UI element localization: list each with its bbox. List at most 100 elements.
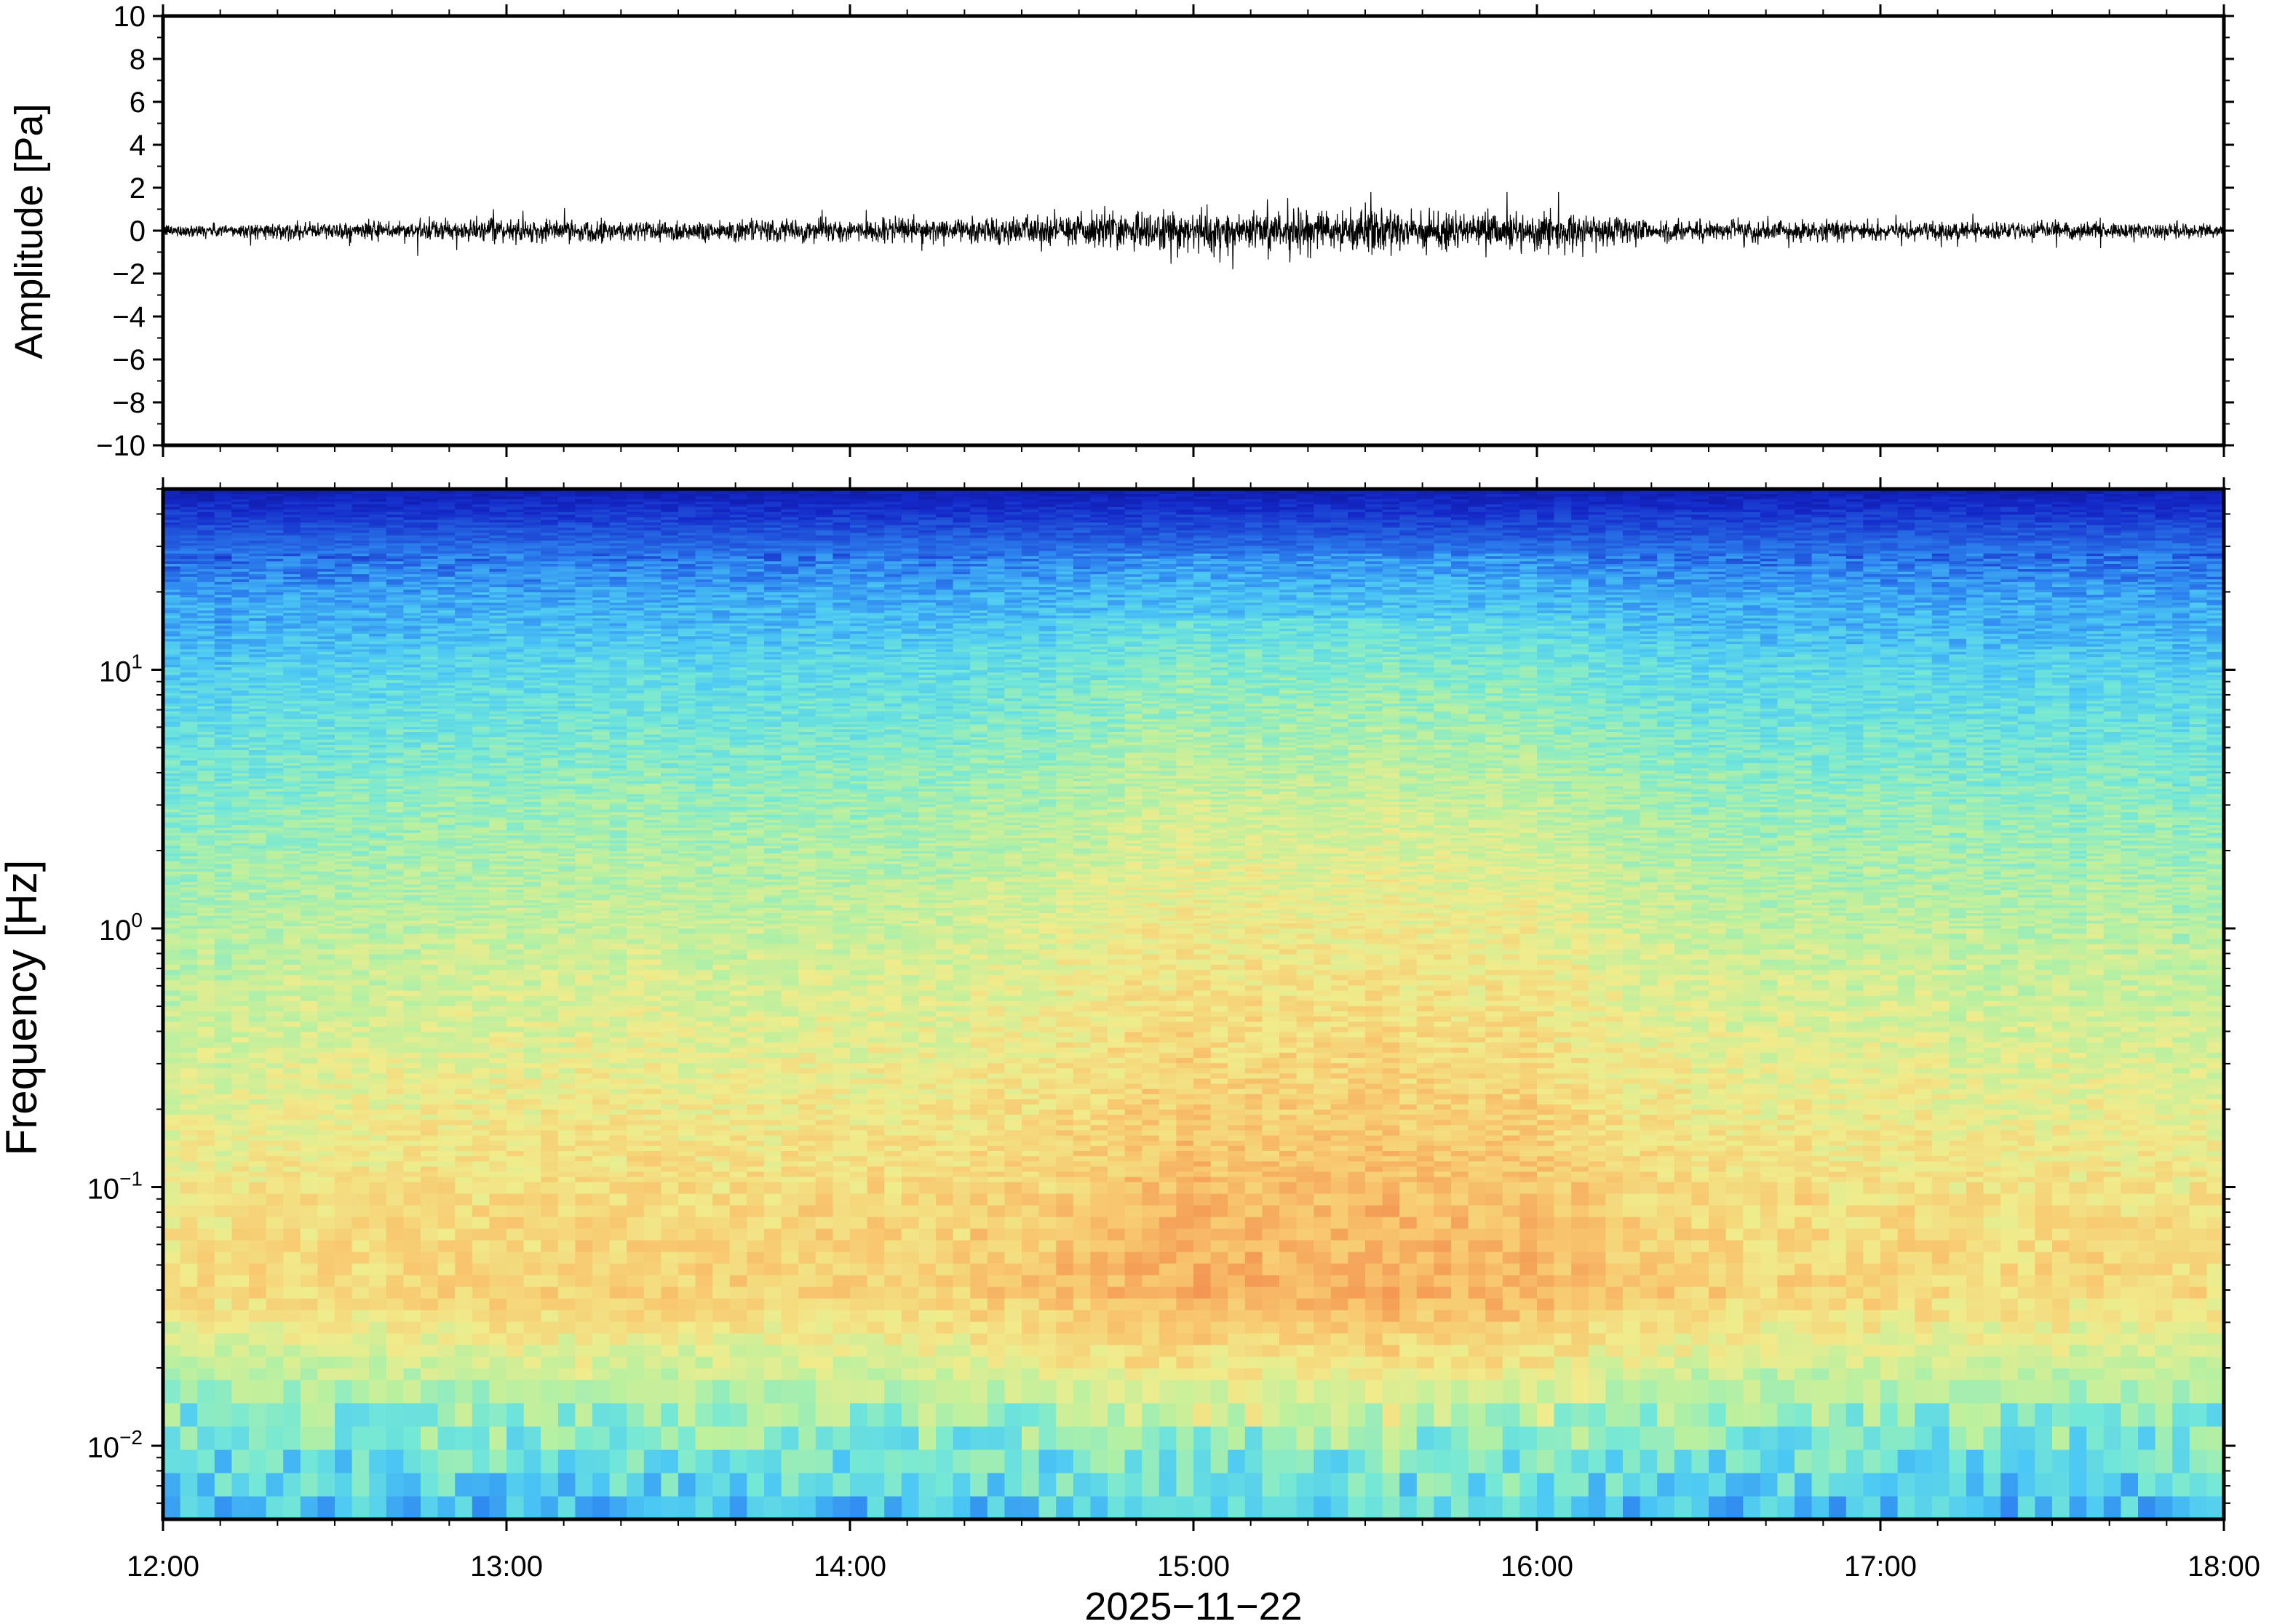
- spectrogram-cell: [214, 1119, 232, 1126]
- spectrogram-cell: [489, 1145, 507, 1151]
- spectrogram-cell: [317, 618, 335, 621]
- spectrogram-cell: [437, 959, 456, 966]
- spectrogram-cell: [472, 933, 490, 939]
- spectrogram-cell: [231, 1119, 250, 1126]
- spectrogram-cell: [249, 490, 267, 494]
- spectrogram-cell: [317, 1310, 335, 1322]
- spectrogram-cell: [317, 1052, 335, 1059]
- spectrogram-cell: [369, 1155, 387, 1162]
- spectrogram-cell: [421, 530, 439, 533]
- spectrogram-cell: [421, 757, 439, 761]
- spectrogram-cell: [472, 648, 490, 652]
- spectrogram-cell: [335, 1145, 353, 1151]
- spectrogram-cell: [214, 1104, 232, 1110]
- spectrogram-cell: [403, 741, 421, 745]
- spectrogram-cell: [369, 837, 387, 841]
- spectrogram-cell: [283, 1182, 301, 1194]
- spectrogram-cell: [214, 1240, 232, 1252]
- spectrogram-cell: [300, 514, 318, 517]
- spectrogram-cell: [197, 1161, 215, 1167]
- spectrogram-cell: [489, 680, 507, 683]
- spectrogram-cell: [214, 1036, 232, 1043]
- spectrogram-cell: [163, 827, 181, 831]
- spectrogram-cell: [489, 493, 507, 497]
- spectrogram-cell: [386, 612, 404, 616]
- spectrogram-cell: [369, 840, 387, 843]
- spectrogram-cell: [197, 1155, 215, 1162]
- spectrogram-cell: [437, 672, 456, 675]
- spectrogram-cell: [489, 495, 507, 500]
- spectrogram-cell: [351, 568, 370, 572]
- spectrogram-cell: [351, 964, 370, 971]
- spectrogram-cell: [489, 542, 507, 546]
- spectrogram-cell: [369, 558, 387, 562]
- spectrogram-cell: [335, 586, 353, 590]
- spectrogram-cell: [231, 698, 250, 701]
- spectrogram-cell: [266, 923, 284, 926]
- spectrogram-cell: [231, 775, 250, 779]
- spectrogram-cell: [317, 969, 335, 976]
- spectrogram-cell: [489, 788, 507, 792]
- spectrogram-cell: [163, 633, 181, 637]
- spectrogram-cell: [403, 969, 421, 976]
- spectrogram-cell: [472, 879, 490, 883]
- spectrogram-cell: [197, 1310, 215, 1322]
- spectrogram-cell: [214, 907, 232, 911]
- spectrogram-cell: [249, 674, 267, 678]
- spectrogram-cell: [163, 868, 181, 872]
- spectrogram-cell: [403, 912, 421, 916]
- spectrogram-cell: [403, 1275, 421, 1287]
- spectrogram-cell: [437, 1286, 456, 1299]
- spectrogram-cell: [489, 656, 507, 660]
- spectrogram-cell: [197, 871, 215, 875]
- spectrogram-cell: [249, 1042, 267, 1048]
- spectrogram-cell: [472, 1449, 490, 1473]
- spectrogram-cell: [403, 1380, 421, 1404]
- spectrogram-cell: [369, 658, 387, 663]
- waveform-y-tick-label: 6: [130, 87, 146, 119]
- spectrogram-cell: [163, 1119, 181, 1126]
- spectrogram-cell: [231, 1078, 250, 1084]
- spectrogram-cell: [163, 851, 181, 854]
- spectrogram-cell: [197, 744, 215, 748]
- spectrogram-cell: [455, 881, 473, 885]
- spectrogram-cell: [351, 909, 370, 913]
- spectrogram-cell: [283, 1205, 301, 1217]
- spectrogram-cell: [300, 752, 318, 756]
- spectrogram-cell: [214, 705, 232, 709]
- spectrogram-cell: [489, 1104, 507, 1110]
- spectrogram-cell: [180, 959, 198, 966]
- spectrogram-cell: [249, 856, 267, 859]
- spectrogram-cell: [403, 581, 421, 585]
- spectrogram-cell: [300, 589, 318, 593]
- spectrogram-cell: [489, 1062, 507, 1069]
- spectrogram-cell: [231, 886, 250, 890]
- spectrogram-cell: [214, 548, 232, 552]
- spectrogram-cell: [317, 553, 335, 557]
- spectrogram-cell: [489, 607, 507, 610]
- spectrogram-cell: [421, 723, 439, 727]
- spectrogram-cell: [180, 630, 198, 634]
- spectrogram-cell: [249, 495, 267, 500]
- spectrogram-cell: [335, 560, 353, 564]
- spectrogram-cell: [163, 723, 181, 727]
- spectrogram-cell: [197, 514, 215, 517]
- spectrogram-cell: [489, 589, 507, 593]
- spectrogram-cell: [180, 763, 198, 766]
- spectrogram-cell: [214, 879, 232, 883]
- spectrogram-cell: [163, 964, 181, 971]
- spectrogram-cell: [180, 558, 198, 562]
- spectrogram-cell: [403, 1310, 421, 1322]
- spectrogram-cell: [163, 586, 181, 590]
- spectrogram-cell: [455, 876, 473, 880]
- spectrogram-cell: [180, 1251, 198, 1264]
- spectrogram-cell: [437, 638, 456, 642]
- spectrogram-cell: [437, 954, 456, 960]
- spectrogram-cell: [197, 560, 215, 564]
- spectrogram-cell: [489, 576, 507, 580]
- spectrogram-cell: [369, 635, 387, 640]
- spectrogram-cell: [455, 589, 473, 593]
- spectrogram-cell: [266, 573, 284, 577]
- spectrogram-cell: [283, 1114, 301, 1121]
- spectrogram-cell: [386, 1078, 404, 1084]
